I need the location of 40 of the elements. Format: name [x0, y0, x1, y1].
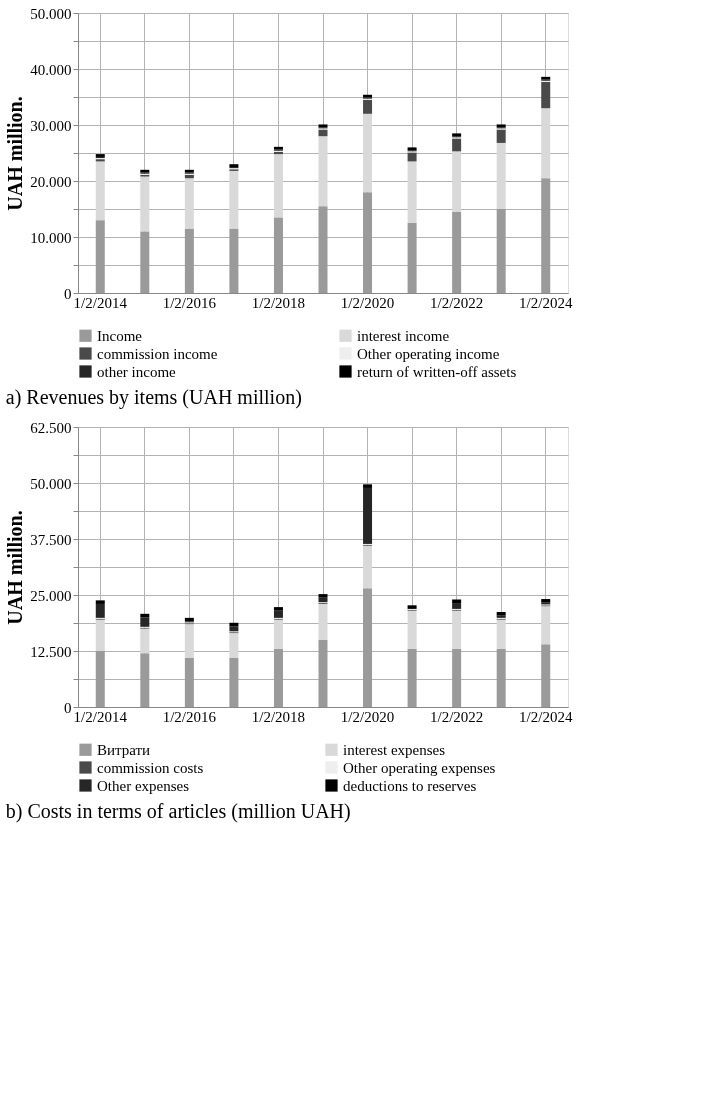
- y-tick-label: 37.500: [30, 531, 72, 548]
- y-tick-label: 0: [64, 285, 72, 302]
- legend-label: other income: [97, 363, 177, 380]
- x-tick-label: 1/2/2022: [429, 708, 484, 725]
- y-axis-title: UAH million.: [4, 96, 27, 211]
- y-tick-label: 25.000: [30, 587, 72, 604]
- legend-label: deductions to reserves: [343, 777, 477, 794]
- x-tick-label: 1/2/2020: [340, 294, 395, 311]
- legend-label: Other expenses: [97, 777, 190, 794]
- x-tick-label: 1/2/2024: [519, 294, 573, 311]
- legend-label: commission income: [97, 345, 218, 362]
- x-tick-label: 1/2/2016: [162, 708, 217, 725]
- x-tick-label: 1/2/2016: [162, 294, 217, 311]
- legend-label: interest expenses: [343, 741, 446, 758]
- x-tick-label: 1/2/2014: [73, 708, 128, 725]
- text: a) Revenues by items (UAH million): [5, 386, 302, 409]
- y-tick-label: 30.000: [30, 117, 72, 134]
- text: b) Costs in terms of articles (million UAH): [5, 800, 351, 823]
- y-tick-label: 50.000: [30, 475, 72, 492]
- y-axis-title: UAH million.: [4, 510, 27, 625]
- legend-label: commission costs: [97, 759, 204, 776]
- y-tick-label: 10.000: [30, 229, 72, 246]
- x-tick-label: 1/2/2024: [519, 708, 573, 725]
- legend-label: Витрати: [97, 741, 151, 758]
- y-tick-label: 12.500: [30, 643, 72, 660]
- x-tick-label: 1/2/2020: [340, 708, 395, 725]
- legend-label: Other operating income: [357, 345, 500, 362]
- y-tick-label: 50.000: [30, 5, 72, 22]
- y-tick-label: 40.000: [30, 61, 72, 78]
- x-tick-label: 1/2/2022: [429, 294, 484, 311]
- legend-label: Income: [97, 327, 143, 344]
- y-tick-label: 20.000: [30, 173, 72, 190]
- y-tick-label: 0: [64, 699, 72, 716]
- x-tick-label: 1/2/2018: [251, 708, 306, 725]
- x-tick-label: 1/2/2014: [73, 294, 128, 311]
- legend-label: Other operating expenses: [343, 759, 496, 776]
- legend-label: return of written-off assets: [357, 363, 517, 380]
- x-tick-label: 1/2/2018: [251, 294, 306, 311]
- y-tick-label: 62.500: [30, 419, 72, 436]
- legend-label: interest income: [357, 327, 450, 344]
